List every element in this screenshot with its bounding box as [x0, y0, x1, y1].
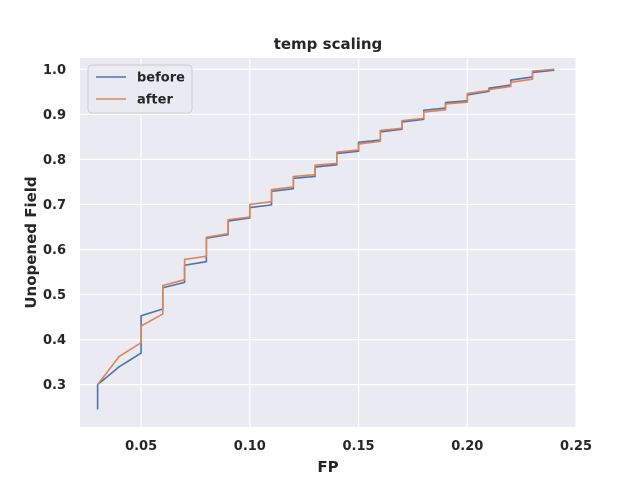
y-tick-label: 0.5 [43, 288, 66, 303]
y-tick-label: 0.3 [43, 378, 66, 393]
y-tick-label: 0.9 [43, 108, 66, 123]
x-axis-label: FP [317, 458, 338, 476]
legend: before after [87, 64, 193, 114]
series-line-after [96, 68, 555, 386]
x-tick-label: 0.10 [234, 439, 266, 454]
y-tick-label: 1.0 [43, 63, 66, 78]
series-group [96, 68, 555, 410]
plot-area [80, 58, 576, 427]
tick-labels: 0.05 0.10 0.15 0.20 0.25 0.3 0.4 0.5 0.6 0.7 0.8 0.… [43, 63, 592, 454]
y-tick-label: 0.4 [43, 333, 66, 348]
x-tick-label: 0.25 [560, 439, 592, 454]
x-tick-label: 0.15 [343, 439, 375, 454]
y-tick-label: 0.7 [43, 198, 66, 213]
legend-label-after: after [137, 93, 173, 108]
y-axis-label: Unopened Field [22, 176, 40, 308]
y-tick-label: 0.8 [43, 153, 66, 168]
series-line-before [96, 69, 555, 410]
y-tick-label: 0.6 [43, 243, 66, 258]
legend-label-before: before [137, 71, 185, 86]
chart-title: temp scaling [274, 35, 383, 53]
x-tick-label: 0.05 [125, 439, 157, 454]
x-tick-label: 0.20 [451, 439, 483, 454]
